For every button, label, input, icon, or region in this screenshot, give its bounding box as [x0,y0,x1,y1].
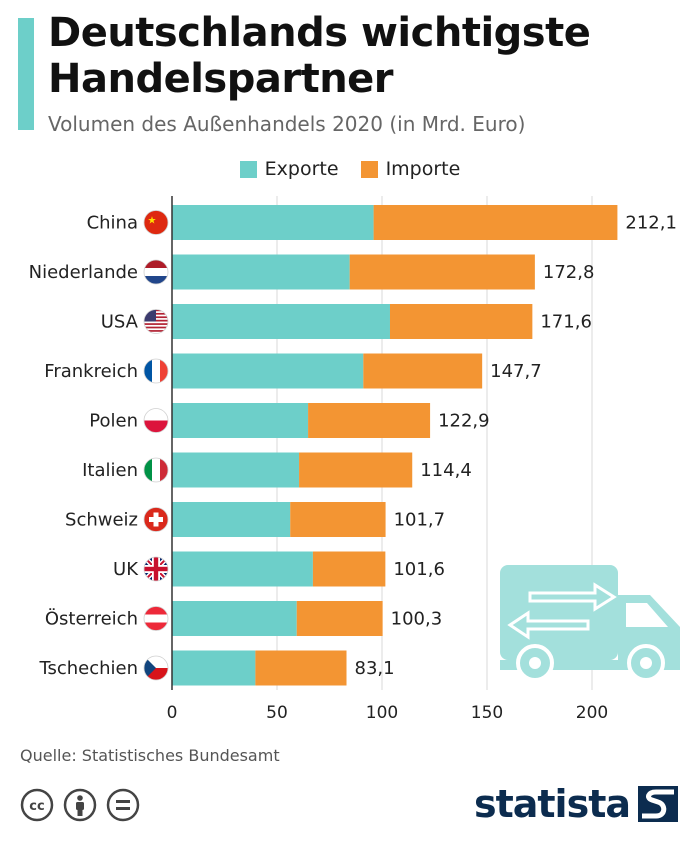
x-tick-label: 100 [366,703,398,723]
bar-imports-3 [363,353,483,389]
category-label: Österreich [45,608,138,630]
source-note: Quelle: Statistisches Bundesamt [20,746,280,765]
legend-label-exports: Exporte [264,158,339,180]
x-tick-labels: 0 50 100 150 200 [167,703,609,723]
category-labels: China ★ Niederlande USA Frankreich Polen Itali… [29,210,169,681]
cc-icon: cc [20,788,54,822]
x-tick-label: 150 [471,703,503,723]
bar-imports-0 [373,205,618,240]
total-label: 171,6 [540,312,592,333]
bar-imports-2 [389,304,533,339]
bar-exports-2 [172,304,390,339]
czechia-flag-icon [144,656,168,680]
total-label: 101,7 [394,510,446,531]
category-label: UK [113,559,139,580]
total-label: 114,4 [420,460,472,481]
no-derivatives-icon [106,788,140,822]
bar-exports-4 [172,403,309,438]
x-tick-label: 200 [576,703,608,723]
bar-exports-5 [172,452,300,488]
truck-icon [500,565,680,682]
legend-swatch-imports [360,160,378,178]
netherlands-flag-icon [144,260,168,284]
category-label: Italien [82,460,138,481]
bar-exports-0 [172,205,374,240]
total-label: 122,9 [438,411,490,432]
france-flag-icon [144,359,168,383]
bar-imports-5 [299,452,413,488]
legend-item-exports: Exporte [239,158,339,180]
bar-imports-1 [349,254,535,290]
svg-text:cc: cc [29,799,44,814]
china-flag-icon: ★ [144,210,168,235]
bar-imports-8 [296,601,383,636]
bar-exports-9 [172,650,256,686]
switzerland-flag-icon [144,507,168,532]
category-label: Schweiz [65,510,138,531]
x-tick-label: 50 [266,703,288,723]
category-label: Frankreich [44,361,138,382]
svg-text:★: ★ [148,216,157,227]
austria-flag-icon [144,606,168,631]
italy-flag-icon [144,458,168,482]
total-label: 83,1 [355,658,395,679]
bar-imports-6 [290,502,386,537]
total-label: 101,6 [393,559,445,580]
total-label: 212,1 [625,213,677,234]
legend-swatch-exports [239,160,257,178]
accent-bar [18,18,34,130]
total-label: 147,7 [490,361,542,382]
bar-exports-6 [172,502,291,537]
poland-flag-icon [144,408,168,433]
category-label: Polen [89,411,138,432]
bar-imports-9 [255,650,347,686]
total-label: 100,3 [391,609,443,630]
bar-exports-1 [172,254,350,290]
legend: Exporte Importe [0,158,700,180]
category-label: Tschechien [38,658,138,679]
statista-mark-icon [638,786,678,822]
bar-imports-4 [308,403,431,438]
bars: 212,1 172,8 171,6 147,7 122,9 114,4 101,7 101,6… [172,205,677,686]
legend-item-imports: Importe [360,158,461,180]
bar-exports-3 [172,353,364,389]
bar-imports-7 [312,551,386,587]
x-tick-label: 0 [167,703,178,723]
attribution-icon [63,788,97,822]
category-label: Niederlande [29,262,138,283]
total-label: 172,8 [543,262,595,283]
brand-name: statista [473,782,631,826]
uk-flag-icon [144,557,168,581]
bar-exports-7 [172,551,313,587]
category-label: China [87,213,138,234]
chart-title: Deutschlands wichtigste Handelspartner [48,10,591,102]
category-label: USA [101,312,139,333]
legend-label-imports: Importe [385,158,461,180]
statista-logo[interactable]: statista [473,782,678,826]
license-icons: cc [20,788,140,822]
chart-subtitle: Volumen des Außenhandels 2020 (in Mrd. E… [48,112,526,136]
bar-exports-8 [172,601,297,636]
